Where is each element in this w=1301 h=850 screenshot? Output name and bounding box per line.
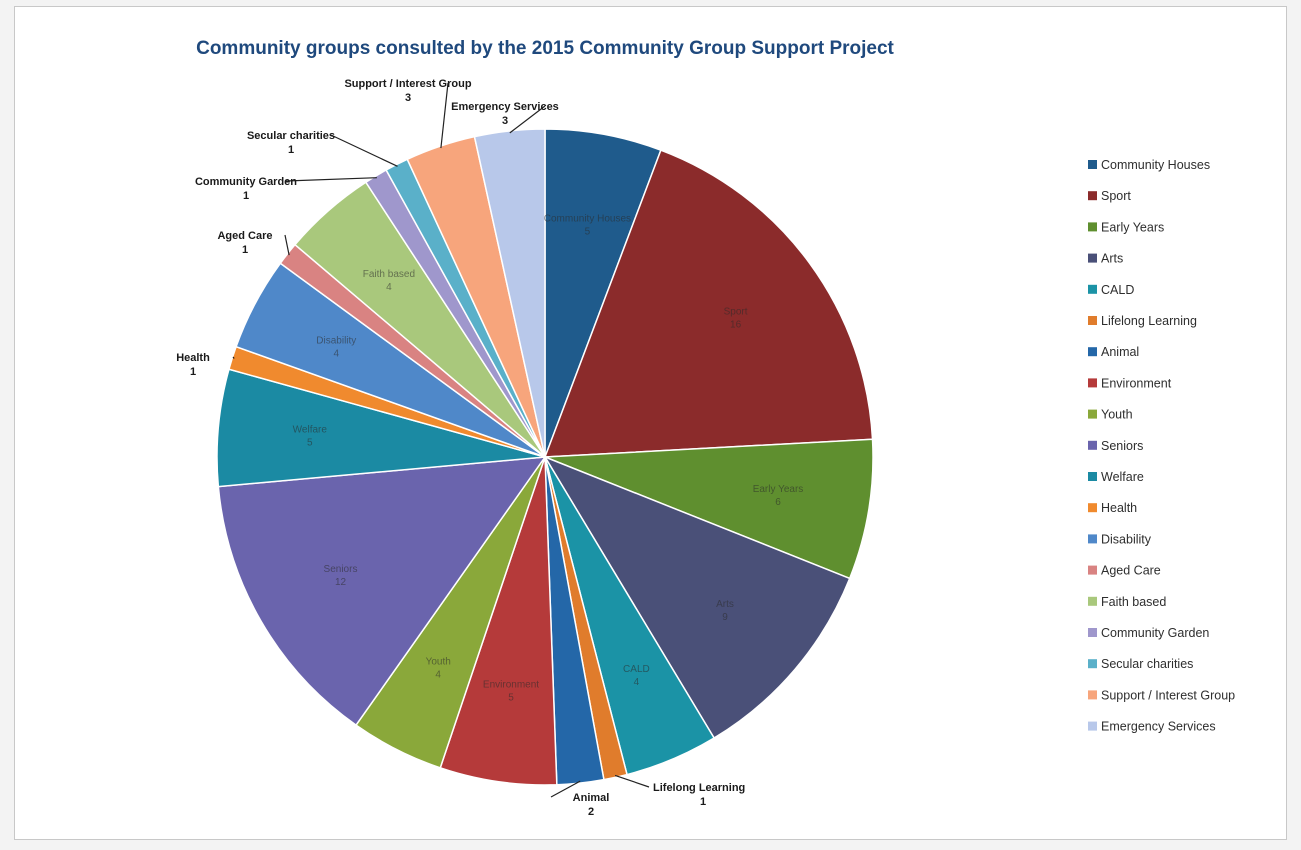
legend-swatch-support-interest-group — [1088, 690, 1097, 700]
slice-label-youth: Youth — [426, 657, 451, 668]
legend-swatch-sport — [1088, 191, 1097, 201]
legend-label-emergency-services: Emergency Services — [1101, 720, 1216, 734]
outside-label-health: Health — [176, 352, 210, 364]
pie-chart: Community groups consulted by the 2015 C… — [176, 38, 1235, 818]
legend-swatch-youth — [1088, 409, 1097, 419]
slice-label-sport: Sport — [724, 307, 748, 318]
outside-label-community-garden: Community Garden — [195, 176, 297, 188]
slice-value-seniors: 12 — [335, 577, 347, 588]
legend-label-youth: Youth — [1101, 408, 1133, 422]
slice-value-cald: 4 — [634, 677, 640, 688]
slice-label-welfare: Welfare — [293, 425, 328, 436]
slice-value-faith-based: 4 — [386, 282, 392, 293]
outside-labels: Lifelong Learning 1 Animal 2 Health 1 Aged Car… — [176, 78, 745, 818]
legend: Community Houses Sport Early Years Arts CALD… — [1088, 158, 1235, 734]
chart-frame: Community groups consulted by the 2015 C… — [14, 6, 1287, 840]
pie-slices — [216, 128, 874, 786]
slice-label-community-houses: Community Houses — [544, 214, 631, 225]
slice-value-early-years: 6 — [775, 497, 781, 508]
legend-label-community-garden: Community Garden — [1101, 626, 1209, 640]
legend-label-environment: Environment — [1101, 376, 1172, 390]
pie-slice-early-years — [544, 438, 874, 580]
outside-value-lifelong-learning: 1 — [700, 796, 706, 808]
slice-label-early-years: Early Years — [753, 484, 804, 495]
legend-label-lifelong-learning: Lifelong Learning — [1101, 314, 1197, 328]
leader-line-aged-care — [284, 234, 290, 256]
legend-swatch-aged-care — [1088, 565, 1097, 575]
outside-label-aged-care: Aged Care — [217, 230, 272, 242]
outside-value-emergency-services: 3 — [502, 115, 508, 127]
legend-label-sport: Sport — [1101, 189, 1131, 203]
legend-label-faith-based: Faith based — [1101, 595, 1166, 609]
outside-label-secular-charities: Secular charities — [247, 130, 335, 142]
legend-swatch-lifelong-learning — [1088, 316, 1097, 325]
legend-label-animal: Animal — [1101, 345, 1139, 359]
slice-value-arts: 9 — [722, 612, 728, 623]
outside-value-community-garden: 1 — [243, 190, 249, 202]
legend-swatch-secular-charities — [1088, 659, 1097, 669]
inside-labels: Community Houses 5 Sport 16 Early Years 6 Arts… — [293, 214, 804, 704]
pie-slice-sport — [543, 149, 874, 458]
slice-value-disability: 4 — [334, 348, 340, 359]
slice-value-sport: 16 — [730, 320, 742, 331]
slice-label-cald: CALD — [623, 664, 650, 675]
leader-lines — [232, 82, 650, 798]
legend-label-seniors: Seniors — [1101, 439, 1143, 453]
legend-swatch-environment — [1088, 378, 1097, 388]
slice-label-environment: Environment — [483, 680, 539, 691]
pie-slice-seniors — [217, 456, 547, 727]
legend-label-health: Health — [1101, 501, 1137, 515]
legend-label-arts: Arts — [1101, 252, 1123, 266]
legend-label-secular-charities: Secular charities — [1101, 657, 1193, 671]
legend-swatch-arts — [1088, 253, 1097, 263]
pie-slice-emergency-services — [473, 128, 546, 458]
legend-swatch-early-years — [1088, 222, 1097, 232]
slice-label-arts: Arts — [716, 599, 734, 610]
slice-value-community-houses: 5 — [585, 227, 591, 238]
slice-value-welfare: 5 — [307, 438, 313, 449]
legend-label-cald: CALD — [1101, 283, 1134, 297]
legend-swatch-welfare — [1088, 472, 1097, 481]
legend-label-community-houses: Community Houses — [1101, 158, 1210, 172]
outside-value-animal: 2 — [588, 806, 594, 818]
leader-line-lifelong-learning — [614, 774, 650, 788]
legend-label-welfare: Welfare — [1101, 470, 1144, 484]
legend-label-early-years: Early Years — [1101, 220, 1164, 234]
outside-label-emergency-services: Emergency Services — [451, 101, 559, 113]
legend-label-disability: Disability — [1101, 532, 1152, 546]
leader-line-community-garden — [285, 177, 377, 182]
outside-value-support-interest-group: 3 — [405, 92, 411, 104]
pie-slice-arts — [543, 455, 851, 740]
slice-label-faith-based: Faith based — [363, 269, 415, 280]
leader-line-support-interest-group — [440, 82, 449, 149]
slice-value-environment: 5 — [508, 693, 514, 704]
legend-label-support-interest-group: Support / Interest Group — [1101, 688, 1235, 702]
legend-label-aged-care: Aged Care — [1101, 564, 1161, 578]
slice-value-youth: 4 — [435, 670, 441, 681]
outside-label-lifelong-learning: Lifelong Learning — [653, 782, 745, 794]
legend-swatch-faith-based — [1088, 596, 1097, 606]
outside-value-health: 1 — [190, 366, 196, 378]
legend-swatch-emergency-services — [1088, 721, 1097, 731]
legend-swatch-health — [1088, 503, 1097, 513]
leader-line-emergency-services — [509, 105, 546, 134]
slice-label-seniors: Seniors — [324, 564, 358, 575]
leader-line-animal — [550, 780, 581, 798]
legend-swatch-community-houses — [1088, 160, 1097, 169]
leader-line-secular-charities — [330, 134, 398, 167]
slice-label-disability: Disability — [316, 335, 356, 346]
chart-title: Community groups consulted by the 2015 C… — [196, 38, 894, 59]
outside-value-aged-care: 1 — [242, 244, 248, 256]
legend-swatch-disability — [1088, 534, 1097, 544]
legend-swatch-community-garden — [1088, 628, 1097, 637]
outside-label-animal: Animal — [573, 792, 610, 804]
legend-swatch-seniors — [1088, 440, 1097, 450]
legend-swatch-animal — [1088, 347, 1097, 357]
outside-label-support-interest-group: Support / Interest Group — [344, 78, 471, 90]
leader-line-health — [232, 356, 235, 359]
outside-value-secular-charities: 1 — [288, 144, 294, 156]
legend-swatch-cald — [1088, 284, 1097, 294]
